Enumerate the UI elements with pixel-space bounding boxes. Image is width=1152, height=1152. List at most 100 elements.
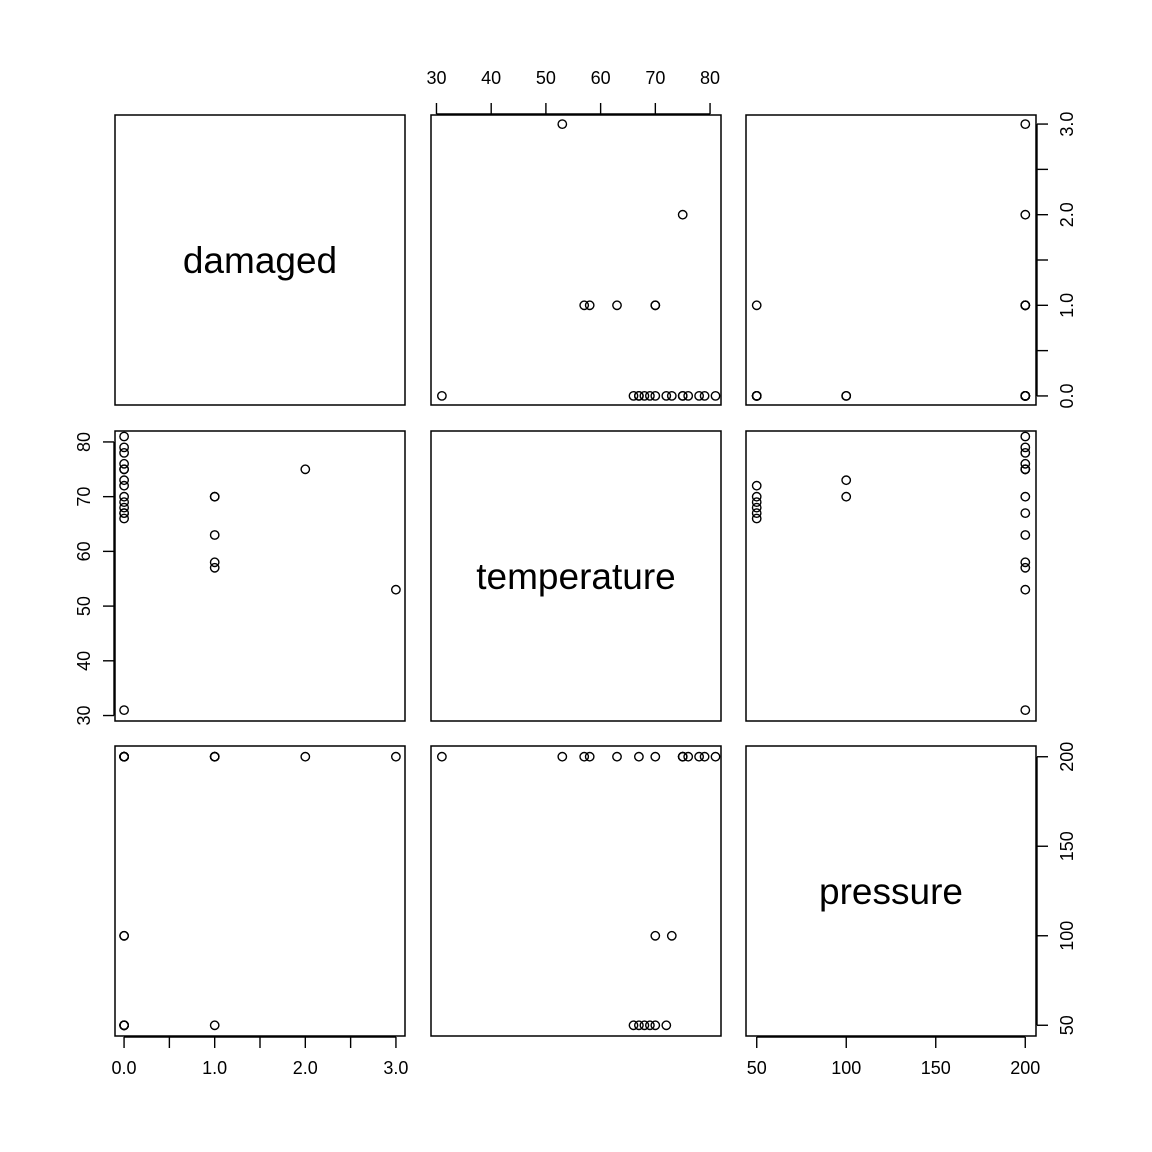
data-point [650, 300, 661, 311]
data-point [119, 497, 130, 507]
data-point [209, 491, 220, 502]
data-point [119, 431, 130, 442]
tick-label: 30 [74, 706, 94, 726]
data-point [579, 300, 590, 311]
data-point [639, 1020, 650, 1031]
tick-label: 60 [591, 68, 611, 88]
tick-label: 40 [481, 68, 501, 88]
data-point [1020, 119, 1031, 130]
data-point [1020, 390, 1031, 401]
panel-pressure-vs-damaged [114, 745, 406, 1037]
data-point [1020, 557, 1031, 568]
tick-label: 100 [831, 1058, 861, 1078]
x-axis-damaged-bottom: 0.0 1.0 2.0 3.0 [112, 1036, 408, 1078]
data-point [579, 751, 590, 762]
data-point [1020, 458, 1031, 469]
tick-label: 50 [747, 1058, 767, 1078]
data-point [209, 530, 220, 540]
panel-frame [114, 745, 406, 1037]
tick-label: 100 [1057, 921, 1077, 951]
data-point [751, 300, 762, 311]
data-point [300, 464, 311, 475]
tick-label: 70 [645, 68, 665, 88]
data-point [119, 442, 130, 453]
data-point [661, 1020, 672, 1031]
tick-label: 40 [74, 651, 94, 671]
panel-frame [430, 745, 722, 1037]
tick-label: 50 [536, 68, 556, 88]
data-point [300, 751, 311, 762]
y-axis-pressure-right: 50 100 150 200 [1036, 742, 1077, 1035]
tick-label: 80 [74, 432, 94, 452]
data-point [634, 1020, 644, 1031]
panel-pressure-vs-pressure: pressure [745, 745, 1037, 1037]
data-point [699, 751, 710, 762]
data-point [628, 390, 639, 401]
data-point [751, 502, 762, 513]
tick-label: 50 [1057, 1015, 1077, 1035]
data-point [390, 584, 401, 595]
data-point [841, 491, 852, 502]
data-point [1020, 508, 1031, 518]
data-point [628, 1020, 639, 1031]
panel-frame [114, 114, 406, 406]
data-point [694, 751, 704, 762]
tick-label: 0.0 [112, 1058, 137, 1078]
data-point [650, 930, 661, 941]
data-point [1020, 530, 1031, 540]
data-point [699, 390, 710, 401]
data-point [650, 1020, 661, 1031]
x-axis-temperature-top: 30 40 50 60 70 80 [426, 68, 720, 115]
data-point [119, 464, 130, 475]
data-point [1020, 491, 1031, 502]
data-point [1020, 705, 1031, 715]
tick-label: 200 [1010, 1058, 1040, 1078]
data-point [650, 751, 661, 762]
panel-frame [430, 114, 722, 406]
data-point [694, 390, 704, 401]
tick-label: 150 [921, 1058, 951, 1078]
data-point [119, 475, 130, 486]
data-point [677, 390, 688, 401]
data-point [119, 930, 130, 941]
tick-label: 0.0 [1057, 383, 1077, 408]
data-point [612, 751, 622, 762]
data-point [119, 491, 130, 502]
data-point [1020, 442, 1031, 453]
panel-frame [430, 430, 722, 722]
tick-label: 1.0 [1057, 293, 1077, 318]
data-point [634, 390, 644, 401]
data-point [119, 502, 130, 513]
data-point [841, 475, 852, 486]
tick-label: 1.0 [202, 1058, 227, 1078]
data-point [677, 751, 688, 762]
data-point [710, 390, 721, 401]
data-point [584, 751, 595, 762]
data-point [1020, 447, 1031, 458]
variable-label-damaged: damaged [183, 240, 337, 281]
data-point [1020, 431, 1031, 442]
data-point [751, 508, 762, 518]
panel-damaged-vs-temperature [430, 114, 722, 406]
data-point [666, 930, 677, 941]
panel-frame [745, 745, 1037, 1037]
data-point [751, 480, 762, 491]
tick-label: 80 [700, 68, 720, 88]
data-point [1020, 300, 1031, 311]
data-point [436, 390, 447, 401]
data-point [584, 300, 595, 311]
data-point [119, 458, 130, 469]
data-point [119, 751, 130, 762]
data-point [645, 1020, 655, 1031]
data-point [751, 513, 762, 524]
panels-group: damaged temperature pressure 0.0 1.0 2.0 3.0 30… [74, 68, 1077, 1078]
data-point [612, 300, 622, 311]
data-point [119, 447, 130, 458]
tick-label: 70 [74, 487, 94, 507]
data-point [209, 1020, 220, 1031]
tick-label: 60 [74, 541, 94, 561]
data-point [751, 390, 762, 401]
tick-label: 2.0 [293, 1058, 318, 1078]
panel-pressure-vs-temperature [430, 745, 722, 1037]
variable-label-pressure: pressure [819, 871, 963, 912]
